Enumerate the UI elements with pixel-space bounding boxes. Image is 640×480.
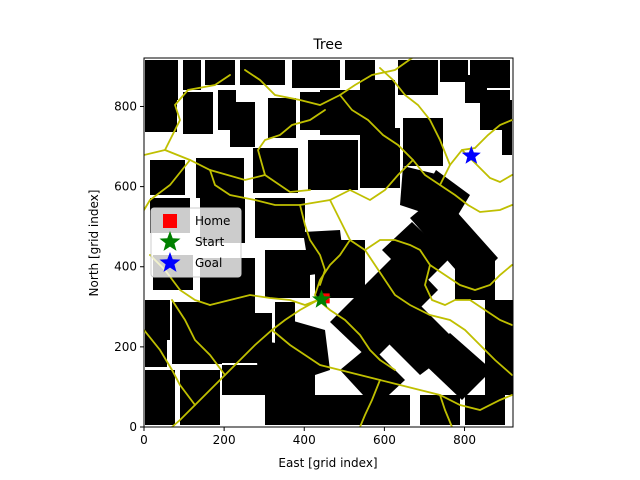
x-tick-label: 200 xyxy=(213,433,236,447)
legend-start-swatch xyxy=(159,231,181,251)
obstacle-building xyxy=(150,160,185,195)
chart-title: Tree xyxy=(312,37,342,53)
legend-goal-swatch xyxy=(159,252,181,272)
x-tick-label: 0 xyxy=(140,433,148,447)
obstacle-building xyxy=(280,320,330,380)
obstacle-building xyxy=(308,140,358,190)
obstacle-building xyxy=(420,333,492,400)
x-tick-label: 800 xyxy=(453,433,476,447)
obstacle-building xyxy=(183,92,213,134)
obstacle-building xyxy=(230,102,255,147)
tree-edge xyxy=(171,299,319,427)
start-marker xyxy=(312,289,331,308)
obstacle-building xyxy=(440,60,468,82)
legend-goal-label: Goal xyxy=(195,256,222,270)
obstacle-building xyxy=(360,80,395,130)
legend-home-label: Home xyxy=(195,214,230,228)
y-tick-label: 200 xyxy=(114,340,137,354)
obstacle-building xyxy=(180,370,220,425)
tree-edge xyxy=(349,159,414,202)
tree-edge xyxy=(329,199,513,291)
tree-edge xyxy=(439,394,453,427)
tree-edge xyxy=(364,249,513,376)
obstacle-building xyxy=(360,128,400,188)
tree-edge xyxy=(257,109,326,176)
obstacle-building xyxy=(305,395,335,425)
obstacle-building xyxy=(502,100,512,155)
tree-edge xyxy=(359,379,381,427)
obstacle-building xyxy=(380,395,410,425)
tree-edge xyxy=(424,264,471,306)
obstacle-building xyxy=(410,193,498,286)
y-tick-label: 400 xyxy=(114,260,137,274)
obstacle-building xyxy=(255,198,305,238)
obstacle-building xyxy=(420,395,460,425)
y-axis-label: North [grid index] xyxy=(87,190,101,297)
obstacle-building xyxy=(183,60,201,90)
obstacle-building xyxy=(303,230,345,275)
tree-edge xyxy=(317,299,396,371)
obstacle-building xyxy=(265,250,310,298)
tree-edge xyxy=(144,159,191,211)
x-axis-label: East [grid index] xyxy=(278,456,377,470)
legend-home-swatch xyxy=(163,214,177,228)
obstacle-building xyxy=(255,340,295,395)
obstacle-building xyxy=(398,60,438,95)
tree-edge xyxy=(339,94,513,213)
obstacle-building xyxy=(145,370,175,425)
obstacle-map xyxy=(145,60,513,425)
obstacle-building xyxy=(340,345,405,408)
obstacle-building xyxy=(485,300,513,395)
obstacle-building xyxy=(403,118,443,166)
y-tick-label: 600 xyxy=(114,180,137,194)
legend: Home Start Goal xyxy=(150,207,242,278)
tree-edge xyxy=(144,329,196,406)
axes-frame xyxy=(143,57,514,428)
x-tick-label: 400 xyxy=(293,433,316,447)
obstacle-building xyxy=(268,98,296,138)
y-axis: 0 200 400 600 800 xyxy=(114,99,144,434)
tree-edge xyxy=(209,294,319,306)
rrt-tree xyxy=(144,58,513,427)
tree-edge xyxy=(244,58,413,106)
obstacle-building xyxy=(382,222,450,288)
tree-edge xyxy=(469,299,513,326)
obstacle-building xyxy=(253,148,298,193)
obstacle-building xyxy=(292,60,340,88)
x-axis: 0 200 400 600 800 xyxy=(140,427,476,447)
x-tick-label: 600 xyxy=(373,433,396,447)
tree-edge xyxy=(299,204,326,286)
obstacle-building xyxy=(465,75,487,103)
obstacle-building xyxy=(345,60,375,80)
goal-marker xyxy=(461,145,481,164)
tree-edge xyxy=(171,299,226,376)
marker-layer xyxy=(312,145,481,308)
tree-edge xyxy=(209,169,351,206)
tree-edge xyxy=(271,329,513,411)
tree-edge xyxy=(379,67,451,166)
obstacle-building xyxy=(145,92,177,132)
legend-start-label: Start xyxy=(195,235,225,249)
y-tick-label: 800 xyxy=(114,99,137,113)
y-tick-label: 0 xyxy=(129,420,137,434)
